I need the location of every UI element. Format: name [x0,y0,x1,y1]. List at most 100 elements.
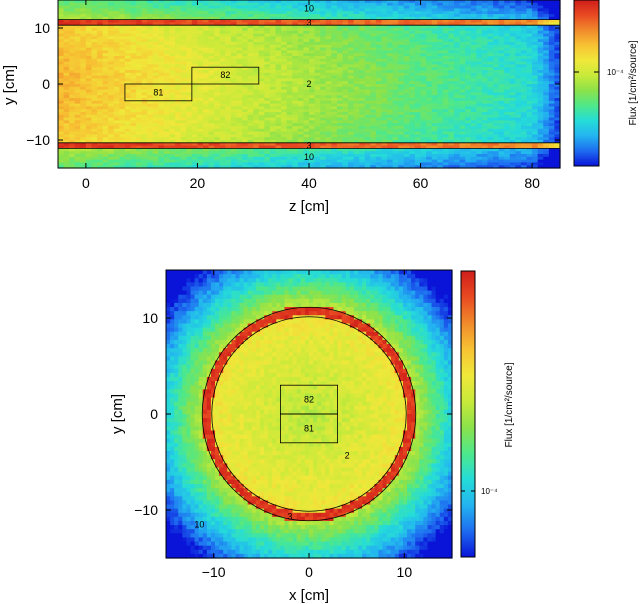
heatmap-cell [481,95,489,99]
heatmap-cell [191,114,199,119]
heatmap-cell [515,103,522,107]
heatmap-cell [163,33,171,37]
heatmap-cell [219,114,226,119]
heatmap-cell [203,28,210,32]
heatmap-cell [141,75,148,79]
heatmap-cell [80,131,87,135]
heatmap-cell [58,134,65,138]
heatmap-cell [175,39,182,43]
heatmap-cell [85,5,93,9]
heatmap-cell [331,16,338,21]
heatmap-cell [442,140,450,144]
heatmap-cell [520,39,528,43]
heatmap-cell [487,58,494,63]
heatmap-cell [275,151,282,155]
heatmap-cell [387,95,394,99]
heatmap-cell [314,84,321,88]
heatmap-cell [247,100,254,105]
heatmap-cell [169,142,176,147]
heatmap-cell [69,92,76,96]
heatmap-cell [58,114,65,119]
heatmap-cell [124,159,132,163]
heatmap-cell [136,126,143,130]
heatmap-cell [58,56,65,60]
heatmap-cell [91,165,98,169]
heatmap-cell [91,100,98,105]
heatmap-cell [108,140,115,144]
heatmap-cell [481,140,489,144]
heatmap-cell [91,39,98,43]
heatmap-cell [303,33,310,37]
heatmap-cell [197,142,204,147]
heatmap-cell [426,117,433,121]
heatmap-cell [203,56,210,60]
heatmap-cell [264,103,271,107]
heatmap-cell [314,50,321,54]
heatmap-cell [448,30,455,35]
heatmap-cell [136,22,143,26]
heatmap-cell [186,8,193,12]
heatmap-cell [69,11,76,15]
heatmap-cell [80,14,87,18]
heatmap-cell [515,39,522,43]
heatmap-cell [375,42,383,46]
heatmap-cell [102,53,109,57]
heatmap-cell [487,53,494,57]
heatmap-cell [130,89,137,93]
heatmap-cell [69,162,76,166]
heatmap-cell [69,28,76,32]
heatmap-cell [375,81,383,85]
heatmap-cell [481,103,489,107]
heatmap-cell [63,70,70,74]
heatmap-cell [320,142,327,147]
heatmap-cell [359,78,366,82]
heatmap-cell [219,2,226,7]
heatmap-cell [208,72,215,77]
heatmap-cell [197,14,204,18]
heatmap-cell [219,19,226,23]
heatmap-cell [292,22,299,26]
heatmap-cell [225,0,232,4]
heatmap-cell [403,11,410,15]
heatmap-cell [141,131,148,135]
heatmap-cell [454,44,461,49]
heatmap-cell [459,75,466,79]
heatmap-cell [509,142,516,147]
heatmap-cell [403,16,410,21]
heatmap-cell [420,58,427,63]
heatmap-cell [476,58,483,63]
heatmap-cell [498,42,505,46]
heatmap-cell [414,16,422,21]
heatmap-cell [63,33,70,37]
heatmap-cell [219,36,226,40]
heatmap-cell [136,131,143,135]
heatmap-cell [219,98,226,102]
heatmap-cell [152,112,159,116]
heatmap-cell [370,151,377,155]
heatmap-cell [320,148,327,152]
heatmap-cell [420,123,427,127]
heatmap-cell [297,109,305,113]
heatmap-cell [108,61,115,65]
heatmap-cell [520,8,528,12]
heatmap-cell [158,44,165,49]
heatmap-cell [63,0,70,4]
heatmap-cell [431,100,438,105]
heatmap-cell [130,148,137,152]
heatmap-cell [242,134,249,138]
heatmap-cell [515,72,522,77]
heatmap-cell [191,44,199,49]
heatmap-cell [281,128,288,133]
heatmap-cell [281,11,288,15]
heatmap-cell [493,156,500,161]
heatmap-cell [487,28,494,32]
heatmap-cell [186,126,193,130]
heatmap-cell [459,50,466,54]
heatmap-cell [375,120,383,124]
heatmap-cell [459,8,466,12]
heatmap-cell [58,117,65,121]
heatmap-cell [219,70,226,74]
heatmap-cell [520,25,528,29]
heatmap-cell [58,137,65,141]
heatmap-cell [197,100,204,105]
